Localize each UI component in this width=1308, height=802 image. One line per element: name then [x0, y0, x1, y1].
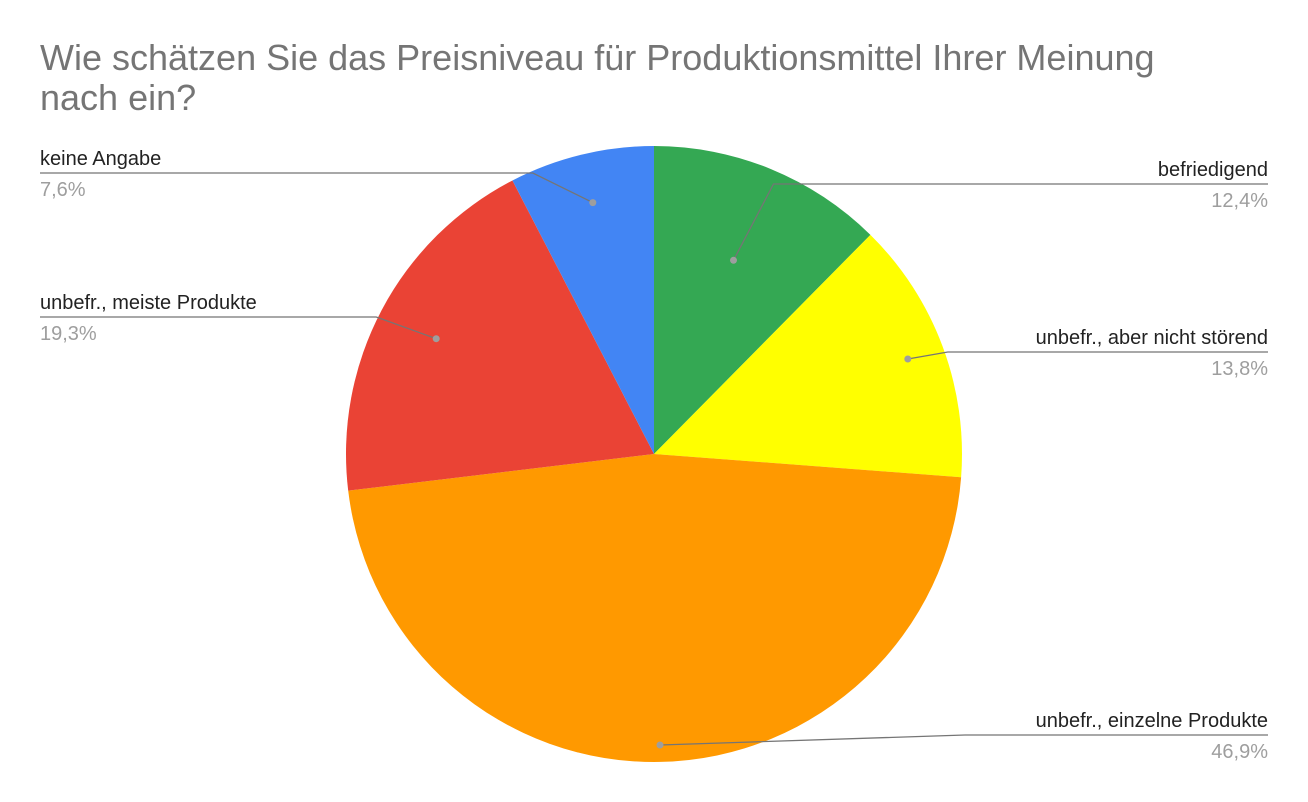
leader-line-befriedigend [732, 183, 1268, 261]
slice-label-unbefr-meiste-produkte: unbefr., meiste Produkte [40, 292, 257, 314]
leader-dot-keine-angabe [589, 199, 597, 207]
leader-dot-unbefr-einzelne-produkte [656, 741, 664, 749]
leader-lines [40, 172, 1268, 749]
pie-slice-unbefr-einzelne-produkte [348, 454, 962, 762]
leader-dot-unbefr-aber-nicht-st-rend [904, 355, 912, 363]
pie-slice-unbefr-meiste-produkte [345, 180, 654, 491]
pie-slice-keine-angabe [512, 146, 654, 454]
leader-dot-befriedigend [730, 256, 737, 264]
slice-labels: befriedigend 12,4% unbefr., aber nicht stö… [40, 148, 1268, 763]
slice-value-keine-angabe: 7,6% [40, 179, 86, 201]
leader-line-keine-angabe [40, 172, 594, 204]
leader-dot-unbefr-meiste-produkte [432, 335, 440, 343]
slice-label-unbefr-aber-nicht-st-rend: unbefr., aber nicht störend [1036, 327, 1268, 349]
slice-label-keine-angabe: keine Angabe [40, 148, 161, 170]
leader-line-unbefr-aber-nicht-st-rend [907, 351, 1268, 360]
slice-label-unbefr-einzelne-produkte: unbefr., einzelne Produkte [1036, 710, 1268, 732]
slice-value-unbefr-einzelne-produkte: 46,9% [1211, 741, 1268, 763]
slice-value-befriedigend: 12,4% [1211, 190, 1268, 212]
pie-slice-unbefr-aber-nicht-st-rend [654, 234, 962, 478]
pie-slice-befriedigend [654, 146, 871, 454]
slice-value-unbefr-meiste-produkte: 19,3% [40, 323, 97, 345]
leader-line-unbefr-meiste-produkte [40, 316, 437, 340]
chart-title: Wie schätzen Sie das Preisniveau für Pro… [40, 37, 1155, 118]
pie-slices [345, 146, 962, 762]
slice-value-unbefr-aber-nicht-st-rend: 13,8% [1211, 358, 1268, 380]
slice-label-befriedigend: befriedigend [1158, 159, 1268, 181]
leader-line-unbefr-einzelne-produkte [659, 734, 1268, 746]
